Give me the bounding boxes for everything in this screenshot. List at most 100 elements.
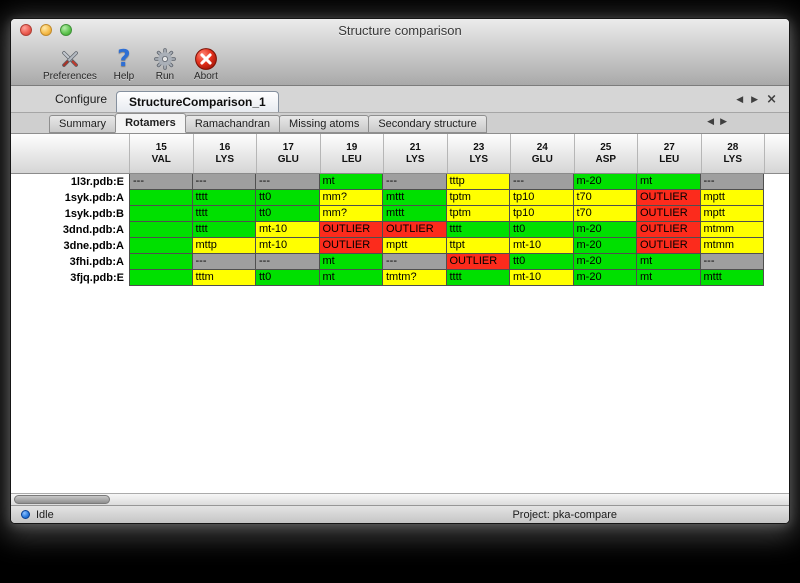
row-label[interactable]: 1syk.pdb:B bbox=[11, 206, 129, 222]
row-label[interactable]: 1syk.pdb:A bbox=[11, 190, 129, 206]
rotamer-cell[interactable]: m-20 bbox=[573, 174, 637, 190]
row-label[interactable]: 3dnd.pdb:A bbox=[11, 222, 129, 238]
rotamer-cell[interactable]: mt-10 bbox=[256, 238, 320, 254]
run-button[interactable]: Run bbox=[151, 46, 179, 82]
column-header-17[interactable]: 17 GLU bbox=[256, 134, 320, 173]
rotamer-cell[interactable]: mptt bbox=[383, 238, 447, 254]
rotamer-cell[interactable] bbox=[129, 238, 193, 254]
rotamer-cell[interactable]: mttt bbox=[383, 190, 447, 206]
column-header-25[interactable]: 25 ASP bbox=[573, 134, 638, 173]
rotamer-cell[interactable]: mt bbox=[637, 270, 701, 286]
column-header-16[interactable]: 16 LYS bbox=[192, 134, 257, 173]
tab-missing-atoms[interactable]: Missing atoms bbox=[279, 115, 370, 133]
rotamer-cell[interactable]: OUTLIER bbox=[637, 190, 701, 206]
rotamer-cell[interactable]: mttt bbox=[383, 206, 447, 222]
rotamer-cell[interactable]: t70 bbox=[573, 206, 637, 222]
zoom-window-button[interactable] bbox=[60, 24, 72, 36]
rotamer-cell[interactable]: mtmm bbox=[700, 222, 764, 238]
rotamer-cell[interactable]: mt-10 bbox=[510, 270, 574, 286]
rotamer-cell[interactable]: --- bbox=[700, 174, 764, 190]
rotamer-cell[interactable]: tt0 bbox=[256, 206, 320, 222]
rotamer-cell[interactable]: m-20 bbox=[573, 270, 637, 286]
rotamer-cell[interactable]: mt bbox=[319, 254, 383, 270]
column-header-15[interactable]: 15 VAL bbox=[129, 134, 193, 173]
rotamer-cell[interactable]: --- bbox=[192, 174, 256, 190]
rotamer-cell[interactable]: --- bbox=[510, 174, 574, 190]
rotamer-cell[interactable] bbox=[129, 190, 193, 206]
scroll-tabs-right-icon[interactable]: ▶ bbox=[751, 95, 759, 105]
rotamer-cell[interactable]: mt-10 bbox=[256, 222, 320, 238]
rotamer-cell[interactable]: OUTLIER bbox=[637, 206, 701, 222]
horizontal-scrollbar-thumb[interactable] bbox=[14, 495, 110, 504]
rotamer-cell[interactable]: tptm bbox=[446, 190, 510, 206]
rotamer-cell[interactable] bbox=[129, 270, 193, 286]
rotamer-cell[interactable]: tttm bbox=[192, 270, 256, 286]
rotamer-cell[interactable] bbox=[129, 206, 193, 222]
rotamer-cell[interactable]: mm? bbox=[319, 190, 383, 206]
tab-rotamers[interactable]: Rotamers bbox=[115, 113, 186, 133]
scroll-tabs-left-icon[interactable]: ◀ bbox=[736, 95, 744, 105]
rotamer-cell[interactable]: OUTLIER bbox=[637, 238, 701, 254]
rotamer-cell[interactable]: tttp bbox=[446, 174, 510, 190]
rotamer-cell[interactable]: tt0 bbox=[256, 270, 320, 286]
rotamer-cell[interactable]: mttp bbox=[192, 238, 256, 254]
column-header-23[interactable]: 23 LYS bbox=[446, 134, 511, 173]
horizontal-scrollbar[interactable] bbox=[11, 493, 789, 505]
rotamer-cell[interactable]: m-20 bbox=[573, 238, 637, 254]
rotamer-cell[interactable]: mt bbox=[637, 254, 701, 270]
tab-secondary-structure[interactable]: Secondary structure bbox=[368, 115, 487, 133]
close-configuration-icon[interactable]: × bbox=[766, 92, 777, 107]
rotamer-cell[interactable] bbox=[129, 254, 193, 270]
rotamer-cell[interactable]: OUTLIER bbox=[446, 254, 510, 270]
rotamer-cell[interactable]: --- bbox=[256, 254, 320, 270]
rotamer-cell[interactable]: --- bbox=[383, 174, 447, 190]
abort-button[interactable]: Abort bbox=[192, 46, 220, 82]
close-window-button[interactable] bbox=[20, 24, 32, 36]
rotamer-cell[interactable]: tt0 bbox=[510, 254, 574, 270]
rotamer-cell[interactable]: mt bbox=[637, 174, 701, 190]
rotamer-cell[interactable]: --- bbox=[192, 254, 256, 270]
row-label[interactable]: 1l3r.pdb:E bbox=[11, 174, 129, 190]
scroll-result-tabs-left-icon[interactable]: ◀ bbox=[707, 117, 715, 127]
rotamer-cell[interactable]: tttt bbox=[192, 190, 256, 206]
column-header-27[interactable]: 27 LEU bbox=[637, 134, 701, 173]
rotamer-cell[interactable]: mtmm bbox=[700, 238, 764, 254]
rotamer-cell[interactable]: OUTLIER bbox=[319, 238, 383, 254]
rotamer-cell[interactable]: --- bbox=[256, 174, 320, 190]
configuration-tab[interactable]: StructureComparison_1 bbox=[116, 91, 279, 112]
rotamer-cell[interactable]: OUTLIER bbox=[637, 222, 701, 238]
row-label[interactable]: 3fhi.pdb:A bbox=[11, 254, 129, 270]
rotamer-cell[interactable]: mt bbox=[319, 270, 383, 286]
rotamer-cell[interactable] bbox=[129, 222, 193, 238]
rotamer-cell[interactable]: --- bbox=[700, 254, 764, 270]
tab-summary[interactable]: Summary bbox=[49, 115, 117, 133]
row-label[interactable]: 3fjq.pdb:E bbox=[11, 270, 129, 286]
rotamer-cell[interactable]: mptt bbox=[700, 206, 764, 222]
rotamer-cell[interactable]: mt bbox=[319, 174, 383, 190]
rotamer-cell[interactable]: tttt bbox=[192, 206, 256, 222]
rotamer-cell[interactable]: OUTLIER bbox=[319, 222, 383, 238]
rotamer-cell[interactable]: mptt bbox=[700, 190, 764, 206]
rotamer-cell[interactable]: tttt bbox=[446, 270, 510, 286]
rotamer-cell[interactable]: --- bbox=[383, 254, 447, 270]
column-header-24[interactable]: 24 GLU bbox=[510, 134, 574, 173]
tab-ramachandran[interactable]: Ramachandran bbox=[184, 115, 281, 133]
column-header-21[interactable]: 21 LYS bbox=[383, 134, 447, 173]
rotamer-cell[interactable]: mttt bbox=[700, 270, 764, 286]
rotamer-cell[interactable]: tt0 bbox=[256, 190, 320, 206]
rotamer-cell[interactable]: tttt bbox=[192, 222, 256, 238]
rotamer-cell[interactable]: t70 bbox=[573, 190, 637, 206]
row-label[interactable]: 3dne.pdb:A bbox=[11, 238, 129, 254]
minimize-window-button[interactable] bbox=[40, 24, 52, 36]
rotamer-cell[interactable]: OUTLIER bbox=[383, 222, 447, 238]
rotamer-cell[interactable]: tt0 bbox=[510, 222, 574, 238]
rotamer-cell[interactable]: tp10 bbox=[510, 190, 574, 206]
rotamer-cell[interactable]: --- bbox=[129, 174, 193, 190]
title-bar[interactable]: Structure comparison bbox=[11, 19, 789, 41]
rotamer-cell[interactable]: m-20 bbox=[573, 222, 637, 238]
rotamer-cell[interactable]: ttpt bbox=[446, 238, 510, 254]
preferences-button[interactable]: Preferences bbox=[43, 46, 97, 82]
column-header-19[interactable]: 19 LEU bbox=[319, 134, 384, 173]
rotamer-cell[interactable]: m-20 bbox=[573, 254, 637, 270]
rotamer-cell[interactable]: mm? bbox=[319, 206, 383, 222]
